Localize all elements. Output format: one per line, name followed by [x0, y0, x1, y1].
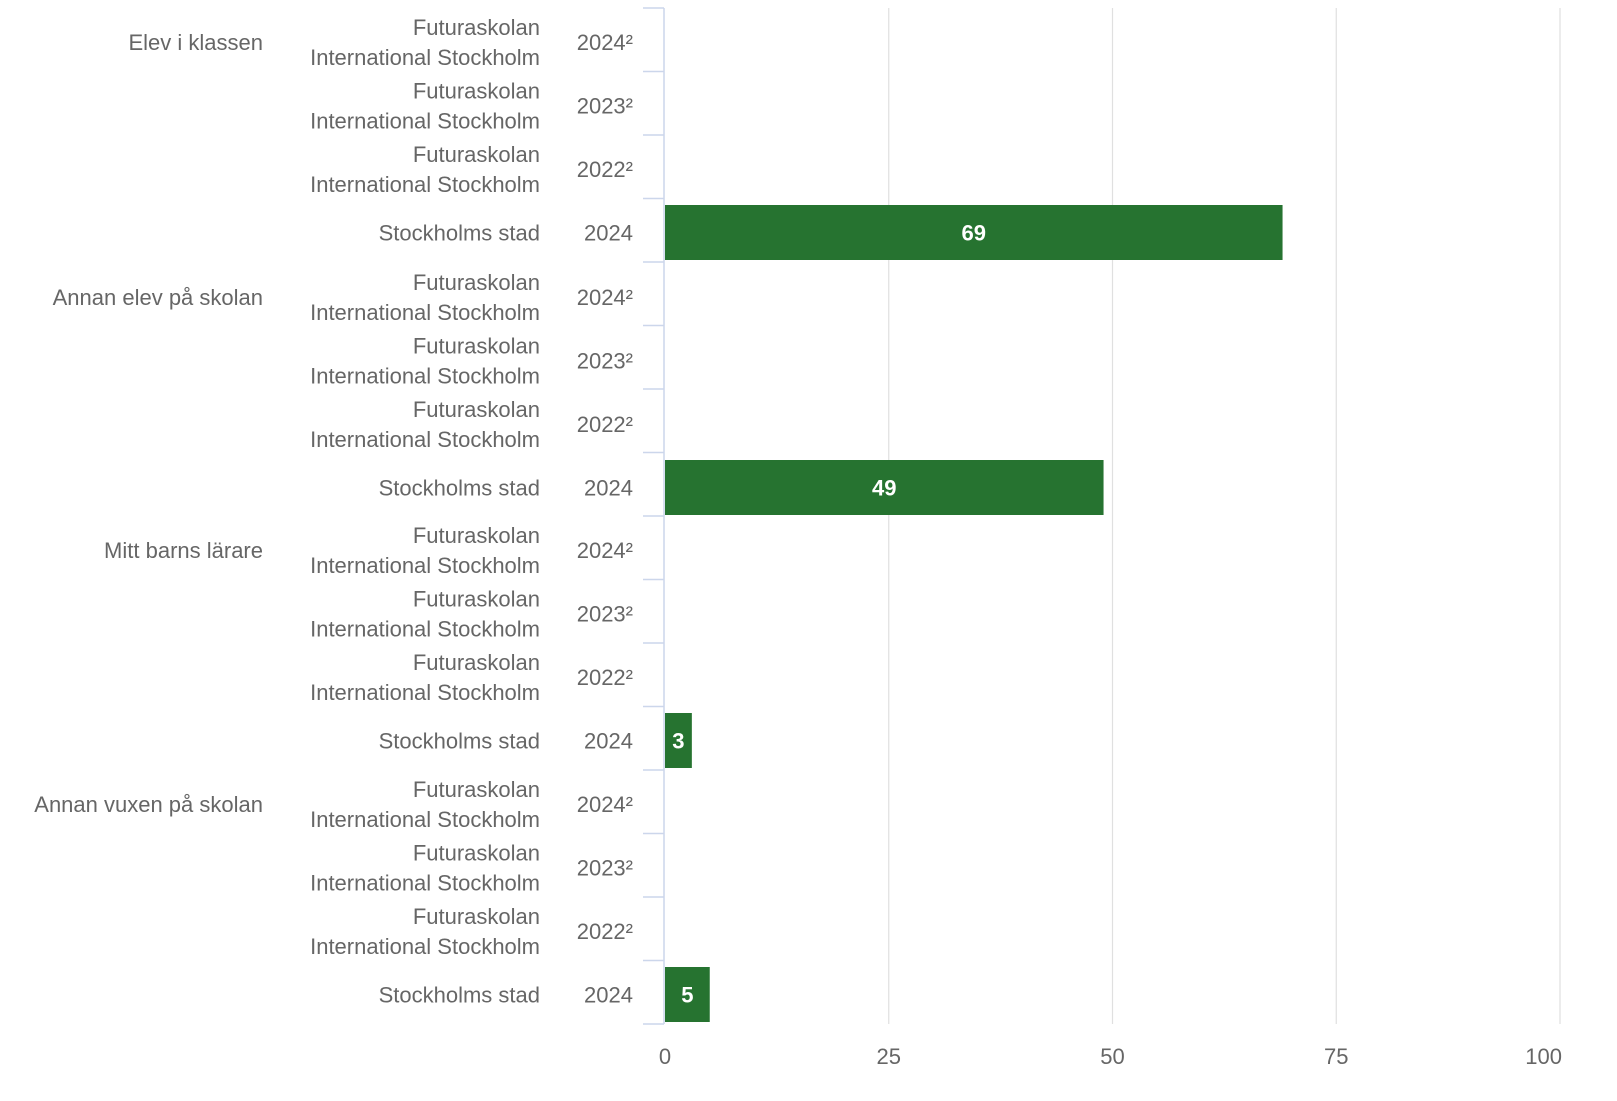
year-label: 2024 [584, 983, 633, 1008]
year-label: 2022² [577, 919, 633, 944]
entity-label: Futuraskolan [413, 79, 540, 104]
entity-label: Futuraskolan [413, 587, 540, 612]
year-label: 2023² [577, 94, 633, 119]
entity-label: International Stockholm [310, 364, 540, 389]
year-label: 2024² [577, 538, 633, 563]
group-label: Mitt barns lärare [104, 538, 263, 563]
x-tick-label: 25 [877, 1044, 901, 1069]
year-label: 2023² [577, 602, 633, 627]
entity-label: Stockholms stad [379, 729, 540, 754]
bar [665, 967, 710, 1022]
entity-label: Futuraskolan [413, 15, 540, 40]
bar-value-label: 5 [681, 983, 693, 1008]
bar [665, 205, 1283, 260]
entity-label: Futuraskolan [413, 904, 540, 929]
entity-label: Futuraskolan [413, 841, 540, 866]
entity-label: Futuraskolan [413, 334, 540, 359]
year-label: 2024 [584, 729, 633, 754]
x-tick-label: 0 [659, 1044, 671, 1069]
bar [665, 713, 692, 768]
year-label: 2023² [577, 856, 633, 881]
entity-label: International Stockholm [310, 617, 540, 642]
year-label: 2022² [577, 665, 633, 690]
year-label: 2024 [584, 476, 633, 501]
entity-label: International Stockholm [310, 680, 540, 705]
entity-label: Futuraskolan [413, 397, 540, 422]
entity-label: Stockholms stad [379, 476, 540, 501]
year-label: 2024 [584, 221, 633, 246]
entity-label: International Stockholm [310, 300, 540, 325]
x-tick-label: 75 [1324, 1044, 1348, 1069]
entity-label: Futuraskolan [413, 142, 540, 167]
bar-value-label: 69 [962, 221, 986, 246]
entity-label: Stockholms stad [379, 983, 540, 1008]
bar-value-label: 3 [672, 729, 684, 754]
year-label: 2022² [577, 412, 633, 437]
year-label: 2023² [577, 349, 633, 374]
entity-label: International Stockholm [310, 172, 540, 197]
entity-label: Futuraskolan [413, 523, 540, 548]
year-label: 2024² [577, 285, 633, 310]
entity-label: Stockholms stad [379, 221, 540, 246]
bar [665, 460, 1104, 515]
bar-value-label: 49 [872, 476, 896, 501]
entity-label: International Stockholm [310, 45, 540, 70]
group-label: Annan vuxen på skolan [34, 792, 263, 817]
entity-label: International Stockholm [310, 934, 540, 959]
entity-label: International Stockholm [310, 807, 540, 832]
entity-label: International Stockholm [310, 427, 540, 452]
group-label: Elev i klassen [128, 30, 263, 55]
entity-label: International Stockholm [310, 109, 540, 134]
group-label: Annan elev på skolan [53, 285, 263, 310]
entity-label: Futuraskolan [413, 777, 540, 802]
cropped-footnote-text [60, 1088, 660, 1101]
x-tick-label: 50 [1100, 1044, 1124, 1069]
entity-label: Futuraskolan [413, 650, 540, 675]
entity-label: International Stockholm [310, 871, 540, 896]
year-label: 2022² [577, 157, 633, 182]
entity-label: International Stockholm [310, 553, 540, 578]
year-label: 2024² [577, 30, 633, 55]
entity-label: Futuraskolan [413, 270, 540, 295]
year-label: 2024² [577, 792, 633, 817]
x-tick-label: 100 [1525, 1044, 1562, 1069]
